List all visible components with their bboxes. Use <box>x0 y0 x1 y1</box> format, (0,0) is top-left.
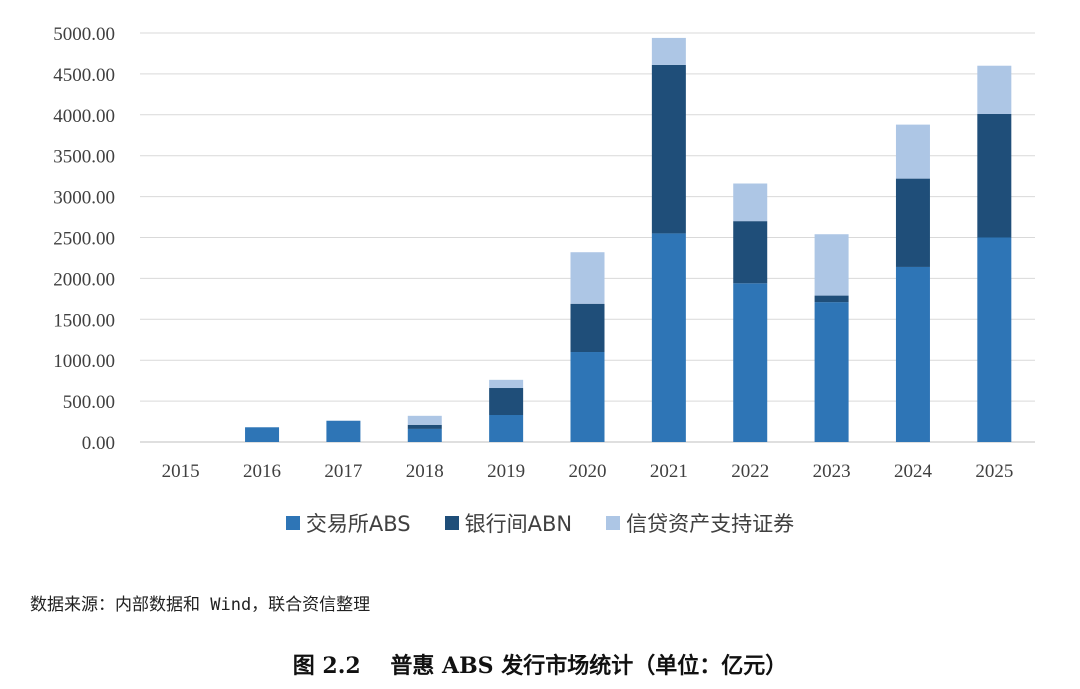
bar-segment <box>977 237 1012 442</box>
stacked-bar-chart: 0.00 500.00 1000.00 1500.00 2000.00 2500.00 30… <box>53 24 1035 482</box>
legend-swatch <box>606 516 621 530</box>
x-tick-label: 2021 <box>650 461 688 482</box>
y-tick-label: 1000.00 <box>53 351 115 372</box>
legend-item: 交易所ABS <box>285 508 411 538</box>
bar-segment <box>489 415 524 442</box>
x-tick-label: 2020 <box>569 461 607 482</box>
x-tick-label: 2016 <box>243 461 281 482</box>
figure-caption: 图 2.2 普惠 ABS 发行市场统计（单位：亿元） <box>292 653 788 679</box>
legend: 交易所ABS 银行间ABN 信贷资产支持证券 <box>0 508 1080 538</box>
y-axis-ticks: 0.00 500.00 1000.00 1500.00 2000.00 2500.00 30… <box>53 24 115 454</box>
bar-segment <box>407 424 442 429</box>
bar-segment <box>895 266 930 442</box>
bar-segment <box>489 388 524 416</box>
y-tick-label: 1500.00 <box>53 310 115 331</box>
legend-label: 银行间ABN <box>464 512 573 536</box>
x-tick-label: 2024 <box>894 461 933 482</box>
bar-segment <box>489 379 524 389</box>
legend-item: 银行间ABN <box>444 508 573 538</box>
bar-segment <box>977 65 1012 114</box>
x-tick-label: 2019 <box>487 461 525 482</box>
bar-segment <box>570 252 605 304</box>
source-note: 数据来源：内部数据和 Wind，联合资信整理 <box>30 595 371 615</box>
x-tick-label: 2022 <box>731 461 769 482</box>
x-tick-label: 2025 <box>975 461 1013 482</box>
y-tick-label: 3000.00 <box>53 188 115 209</box>
y-tick-label: 2500.00 <box>53 229 115 250</box>
bar-segment <box>814 234 849 296</box>
bar-segment <box>814 302 849 442</box>
y-tick-label: 0.00 <box>82 433 115 454</box>
bar-segment <box>895 178 930 267</box>
bar-segment <box>977 113 1012 238</box>
y-tick-label: 3500.00 <box>53 147 115 168</box>
y-tick-label: 4500.00 <box>53 65 115 86</box>
bar-segment <box>570 352 605 442</box>
bar-segment <box>245 427 280 442</box>
legend-label: 交易所ABS <box>305 512 411 536</box>
bar-segment <box>814 295 849 303</box>
bar-segment <box>407 428 442 442</box>
legend-swatch <box>285 516 300 530</box>
bar-segment <box>651 233 686 442</box>
legend-label: 信贷资产支持证券 <box>626 512 795 536</box>
bar-segment <box>733 283 768 442</box>
bar-segment <box>733 183 768 222</box>
bar-segment <box>326 420 361 442</box>
legend-item: 信贷资产支持证券 <box>606 508 794 538</box>
bar-segment <box>651 64 686 234</box>
bar-segment <box>570 303 605 353</box>
x-tick-label: 2017 <box>324 461 362 482</box>
bar-segment <box>407 415 442 425</box>
bar-segment <box>651 37 686 65</box>
x-axis-ticks: 2015 2016 2017 2018 2019 2020 2021 2022 2023 2024… <box>162 461 1014 482</box>
x-tick-label: 2018 <box>406 461 444 482</box>
bar-segment <box>733 221 768 284</box>
y-tick-label: 5000.00 <box>53 24 115 45</box>
y-tick-label: 2000.00 <box>53 269 115 290</box>
bar-segment <box>895 124 930 179</box>
y-tick-label: 500.00 <box>63 392 115 413</box>
x-tick-label: 2015 <box>162 461 200 482</box>
y-tick-label: 4000.00 <box>53 106 115 127</box>
legend-swatch <box>444 516 459 530</box>
x-tick-label: 2023 <box>813 461 851 482</box>
bars <box>245 37 1012 442</box>
